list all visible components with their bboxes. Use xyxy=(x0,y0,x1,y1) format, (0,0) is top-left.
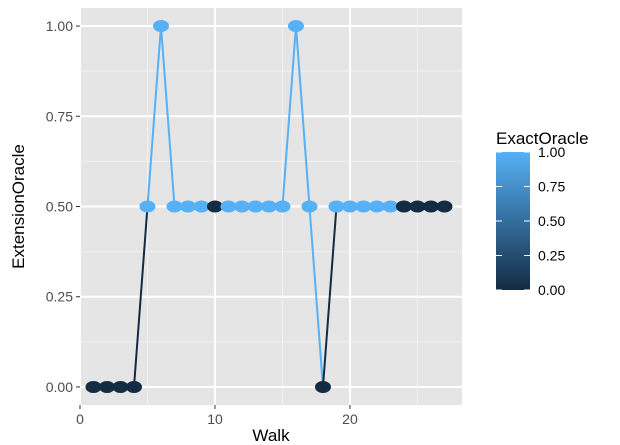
y-tick-label: 1.00 xyxy=(46,18,73,34)
colorbar-tick-label: 0.50 xyxy=(538,213,565,229)
data-point xyxy=(368,200,385,213)
colorbar-tick-label: 0.75 xyxy=(538,179,565,195)
data-point xyxy=(193,200,210,213)
series-segment xyxy=(294,25,311,207)
data-point xyxy=(220,200,237,213)
series-segment xyxy=(308,206,324,388)
colorbar-tick-label: 0.00 xyxy=(538,282,565,298)
data-point xyxy=(260,200,277,213)
data-point xyxy=(287,20,304,33)
data-point xyxy=(206,200,223,213)
data-point xyxy=(166,200,183,213)
x-tick-label: 10 xyxy=(207,411,223,427)
data-point xyxy=(274,200,291,213)
series-segment xyxy=(321,206,338,388)
data-point xyxy=(314,380,331,393)
data-point xyxy=(422,200,439,213)
data-point xyxy=(247,200,264,213)
series-points xyxy=(85,20,453,393)
data-point xyxy=(112,380,129,393)
series-segment xyxy=(281,25,297,207)
data-point xyxy=(98,380,115,393)
data-point xyxy=(233,200,250,213)
legend: ExactOracle 0.00 0.25 0.50 0.75 1.00 xyxy=(496,129,589,298)
colorbar-tick-label: 1.00 xyxy=(538,144,565,160)
data-point xyxy=(382,200,399,213)
data-point xyxy=(395,200,412,213)
data-point xyxy=(179,200,196,213)
data-point xyxy=(139,200,156,213)
data-point xyxy=(341,200,358,213)
series-segment xyxy=(159,25,176,207)
series-segment xyxy=(132,206,149,388)
data-point xyxy=(409,200,426,213)
data-point xyxy=(125,380,142,393)
x-tick-label: 0 xyxy=(76,411,84,427)
x-tick-label: 20 xyxy=(342,411,358,427)
series-segment xyxy=(146,25,162,207)
data-point xyxy=(85,380,102,393)
data-point xyxy=(436,200,453,213)
data-point xyxy=(152,20,169,33)
data-point xyxy=(301,200,318,213)
y-axis-ticks: 0.00 0.25 0.50 0.75 1.00 xyxy=(46,18,80,395)
x-axis-title: Walk xyxy=(252,426,290,445)
data-point xyxy=(328,200,345,213)
y-axis-title: ExtensionOracle xyxy=(9,144,28,269)
y-tick-label: 0.50 xyxy=(46,199,73,215)
colorbar-ticks: 0.00 0.25 0.50 0.75 1.00 xyxy=(496,144,565,298)
colorbar-tick-label: 0.25 xyxy=(538,248,565,264)
data-point xyxy=(355,200,372,213)
y-tick-label: 0.00 xyxy=(46,379,73,395)
y-tick-label: 0.25 xyxy=(46,289,73,305)
y-tick-label: 0.75 xyxy=(46,108,73,124)
x-axis-ticks: 0 10 20 xyxy=(76,405,358,427)
legend-title: ExactOracle xyxy=(496,129,589,148)
